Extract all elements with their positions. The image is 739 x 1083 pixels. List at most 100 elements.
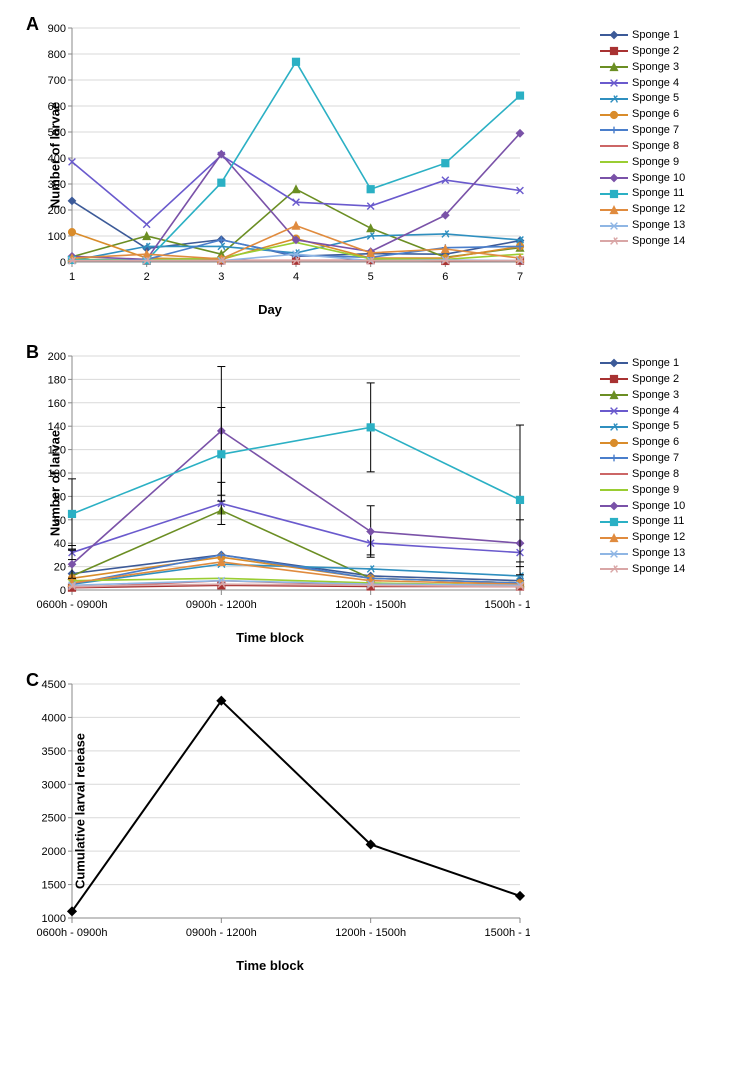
svg-text:5: 5 bbox=[368, 271, 374, 283]
legend-item: Sponge 5 bbox=[600, 419, 685, 434]
legend-item: Sponge 12 bbox=[600, 530, 685, 545]
svg-text:0900h - 1200h: 0900h - 1200h bbox=[186, 927, 257, 939]
svg-text:2000: 2000 bbox=[42, 846, 66, 858]
legend-label: Sponge 3 bbox=[632, 388, 679, 403]
svg-text:700: 700 bbox=[48, 75, 66, 87]
svg-text:6: 6 bbox=[442, 271, 448, 283]
svg-text:1: 1 bbox=[69, 271, 75, 283]
legend-item: Sponge 5 bbox=[600, 91, 685, 106]
svg-text:1200h - 1500h: 1200h - 1500h bbox=[335, 927, 406, 939]
svg-text:800: 800 bbox=[48, 49, 66, 61]
legend-item: Sponge 3 bbox=[600, 388, 685, 403]
svg-text:2: 2 bbox=[144, 271, 150, 283]
legend-item: Sponge 11 bbox=[600, 186, 685, 201]
svg-text:3: 3 bbox=[218, 271, 224, 283]
legend-item: Sponge 1 bbox=[600, 28, 685, 43]
legend-item: Sponge 4 bbox=[600, 404, 685, 419]
svg-text:0: 0 bbox=[60, 257, 66, 269]
legend-label: Sponge 9 bbox=[632, 483, 679, 498]
svg-text:0600h - 0900h: 0600h - 0900h bbox=[37, 927, 108, 939]
legend-item: Sponge 14 bbox=[600, 234, 685, 249]
svg-text:3000: 3000 bbox=[42, 779, 66, 791]
legend-label: Sponge 14 bbox=[632, 562, 685, 577]
legend-label: Sponge 2 bbox=[632, 372, 679, 387]
legend-item: Sponge 10 bbox=[600, 499, 685, 514]
svg-text:1500h - 1800h: 1500h - 1800h bbox=[485, 927, 530, 939]
legend-label: Sponge 12 bbox=[632, 202, 685, 217]
legend-label: Sponge 12 bbox=[632, 530, 685, 545]
legend-label: Sponge 4 bbox=[632, 76, 679, 91]
legend-label: Sponge 1 bbox=[632, 356, 679, 371]
legend-label: Sponge 5 bbox=[632, 91, 679, 106]
legend-item: Sponge 4 bbox=[600, 76, 685, 91]
legend-item: Sponge 10 bbox=[600, 171, 685, 186]
svg-text:20: 20 bbox=[54, 562, 66, 574]
y-axis-label: Number of larvae bbox=[48, 430, 63, 536]
legend-label: Sponge 3 bbox=[632, 60, 679, 75]
legend-item: Sponge 6 bbox=[600, 107, 685, 122]
svg-text:4000: 4000 bbox=[42, 712, 66, 724]
legend-item: Sponge 9 bbox=[600, 483, 685, 498]
legend-item: Sponge 1 bbox=[600, 356, 685, 371]
x-axis-label: Day bbox=[10, 302, 530, 317]
legend-item: Sponge 9 bbox=[600, 155, 685, 170]
legend-label: Sponge 14 bbox=[632, 234, 685, 249]
legend-label: Sponge 11 bbox=[632, 186, 684, 201]
y-axis-label: Number of larvae bbox=[48, 102, 63, 208]
legend-label: Sponge 8 bbox=[632, 139, 679, 154]
legend-label: Sponge 13 bbox=[632, 218, 685, 233]
svg-text:160: 160 bbox=[48, 398, 66, 410]
svg-text:40: 40 bbox=[54, 538, 66, 550]
chart-svg: 01002003004005006007008009001234567 bbox=[10, 10, 530, 300]
svg-text:900: 900 bbox=[48, 23, 66, 35]
legend-item: Sponge 8 bbox=[600, 139, 685, 154]
legend-label: Sponge 8 bbox=[632, 467, 679, 482]
svg-text:200: 200 bbox=[48, 351, 66, 363]
svg-text:1500: 1500 bbox=[42, 880, 66, 892]
legend-label: Sponge 9 bbox=[632, 155, 679, 170]
svg-text:0600h - 0900h: 0600h - 0900h bbox=[37, 599, 108, 611]
panel-b-label: B bbox=[26, 342, 39, 363]
svg-text:7: 7 bbox=[517, 271, 523, 283]
legend-label: Sponge 10 bbox=[632, 171, 685, 186]
svg-text:0900h - 1200h: 0900h - 1200h bbox=[186, 599, 257, 611]
legend-item: Sponge 13 bbox=[600, 218, 685, 233]
legend-label: Sponge 1 bbox=[632, 28, 679, 43]
chart-svg: 1000 1500 2000 2500 3000 3500 4000 4500 0600h - … bbox=[10, 666, 530, 956]
chart-svg: 0204060801001201401601802000600h - 0900h… bbox=[10, 338, 530, 628]
legend: Sponge 1 Sponge 2 Sponge 3 Sponge 4 bbox=[600, 28, 685, 250]
legend-item: Sponge 3 bbox=[600, 60, 685, 75]
legend-item: Sponge 2 bbox=[600, 44, 685, 59]
legend-item: Sponge 13 bbox=[600, 546, 685, 561]
svg-text:3500: 3500 bbox=[42, 746, 66, 758]
legend-item: Sponge 6 bbox=[600, 435, 685, 450]
legend-item: Sponge 14 bbox=[600, 562, 685, 577]
svg-text:1200h - 1500h: 1200h - 1500h bbox=[335, 599, 406, 611]
x-axis-label: Time block bbox=[10, 958, 530, 973]
legend-label: Sponge 2 bbox=[632, 44, 679, 59]
svg-text:1500h - 1800h: 1500h - 1800h bbox=[485, 599, 530, 611]
legend-item: Sponge 2 bbox=[600, 372, 685, 387]
x-axis-label: Time block bbox=[10, 630, 530, 645]
legend-item: Sponge 7 bbox=[600, 123, 685, 138]
panel-b: B Number of larvae0204060801001201401601… bbox=[10, 338, 690, 648]
legend-label: Sponge 7 bbox=[632, 451, 679, 466]
legend-label: Sponge 11 bbox=[632, 514, 684, 529]
legend-label: Sponge 6 bbox=[632, 435, 679, 450]
legend-item: Sponge 11 bbox=[600, 514, 685, 529]
svg-text:4: 4 bbox=[293, 271, 299, 283]
svg-text:4500: 4500 bbox=[42, 679, 66, 691]
svg-text:1000: 1000 bbox=[42, 913, 66, 925]
panel-a: A Number of larvae0100200300400500600700… bbox=[10, 10, 690, 320]
svg-text:100: 100 bbox=[48, 231, 66, 243]
y-axis-label: Cumulative larval release bbox=[73, 733, 88, 889]
svg-text:2500: 2500 bbox=[42, 813, 66, 825]
legend-label: Sponge 7 bbox=[632, 123, 679, 138]
legend-item: Sponge 8 bbox=[600, 467, 685, 482]
legend-item: Sponge 12 bbox=[600, 202, 685, 217]
svg-text:0: 0 bbox=[60, 585, 66, 597]
legend-label: Sponge 13 bbox=[632, 546, 685, 561]
panel-a-label: A bbox=[26, 14, 39, 35]
legend-label: Sponge 10 bbox=[632, 499, 685, 514]
legend-label: Sponge 6 bbox=[632, 107, 679, 122]
